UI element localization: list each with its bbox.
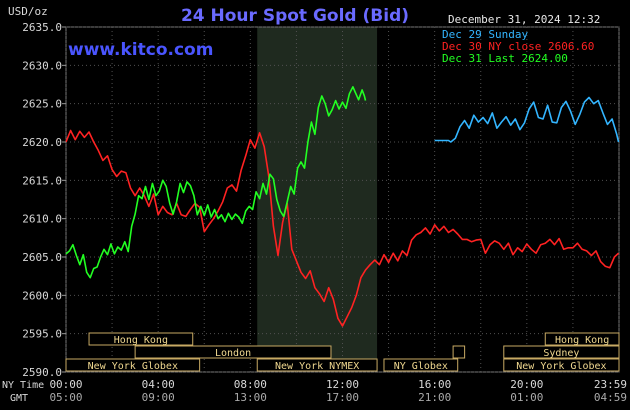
- x-tick-label-gmt: 04:59: [594, 391, 627, 404]
- x-tick-label-ny: 23:59: [594, 378, 627, 391]
- x-tick-label-gmt: 05:00: [49, 391, 82, 404]
- y-tick-label: 2600.0: [22, 289, 62, 302]
- series-layer: [65, 86, 620, 327]
- y-tick-label: 2615.0: [22, 174, 62, 187]
- session-bar: [452, 345, 466, 359]
- series-line-0: [434, 96, 620, 143]
- session-label: Hong Kong: [555, 335, 609, 346]
- legend-entry-dec30: Dec 30 NY close 2606.60: [442, 40, 594, 53]
- unit-label: USD/oz: [8, 5, 48, 18]
- session-label: New York Globex: [516, 361, 606, 372]
- y-tick-label: 2590.0: [22, 366, 62, 379]
- highlight-band-layer: [257, 27, 378, 372]
- x-tick-label-ny: 00:00: [49, 378, 82, 391]
- session-label: London: [215, 348, 251, 359]
- session-bar-box: [383, 358, 459, 372]
- y-tick-label: 2635.0: [22, 21, 62, 34]
- session-bar-box: [256, 358, 378, 372]
- session-bar: Hong Kong: [88, 332, 194, 346]
- y-tick-label: 2630.0: [22, 59, 62, 72]
- y-tick-label: 2605.0: [22, 251, 62, 264]
- session-bar: NY Globex: [383, 358, 459, 372]
- session-bar-box: [65, 358, 201, 372]
- session-bar: London: [134, 345, 332, 359]
- series-line-1: [65, 129, 620, 327]
- session-label: NY Globex: [394, 361, 448, 372]
- axis-layer: 2635.0 2630.0 2625.0 2620.0 2615.0 2610.0 2605…: [22, 21, 627, 404]
- ny-time-label: NY Time: [2, 380, 44, 391]
- session-bar-box: [452, 345, 466, 359]
- y-tick-label: 2625.0: [22, 98, 62, 111]
- session-bar: Hong Kong: [544, 332, 620, 346]
- x-tick-label-gmt: 09:00: [142, 391, 175, 404]
- x-tick-label-ny: 16:00: [418, 378, 451, 391]
- x-tick-label-ny: 20:00: [510, 378, 543, 391]
- session-bar-box: [134, 345, 332, 359]
- series-line-2: [65, 86, 367, 279]
- nymex-session-band: [257, 27, 378, 372]
- session-bar: New York NYMEX: [256, 358, 378, 372]
- watermark-text: www.kitco.com: [68, 40, 213, 60]
- session-label: New York NYMEX: [275, 361, 359, 372]
- chart-title: 24 Hour Spot Gold (Bid): [181, 6, 409, 26]
- session-bar-box: [544, 332, 620, 346]
- legend-entry-dec31: Dec 31 Last 2624.00: [442, 52, 568, 65]
- y-tick-label: 2620.0: [22, 136, 62, 149]
- session-bar: New York Globex: [503, 358, 620, 372]
- x-tick-label-gmt: 17:00: [326, 391, 359, 404]
- legend-entry-dec29: Dec 29 Sunday: [442, 28, 528, 41]
- session-bar-box: [88, 332, 194, 346]
- x-tick-label-ny: 12:00: [326, 378, 359, 391]
- session-label: Hong Kong: [114, 335, 168, 346]
- session-label: New York Globex: [88, 361, 178, 372]
- x-tick-label-ny: 08:00: [234, 378, 267, 391]
- timestamp: December 31, 2024 12:32: [448, 13, 600, 26]
- session-label: Sydney: [543, 348, 579, 359]
- session-bars: Hong Kong Hong Kong London Sydney New York G…: [65, 332, 620, 372]
- x-tick-label-gmt: 21:00: [418, 391, 451, 404]
- x-tick-label-gmt: 13:00: [234, 391, 267, 404]
- y-tick-label: 2595.0: [22, 328, 62, 341]
- legend: Dec 29 Sunday Dec 30 NY close 2606.60 De…: [442, 28, 594, 65]
- x-tick-label-ny: 04:00: [142, 378, 175, 391]
- session-bar-box: [503, 345, 620, 359]
- gmt-label: GMT: [10, 393, 28, 404]
- x-tick-label-gmt: 01:00: [510, 391, 543, 404]
- session-bar: New York Globex: [65, 358, 201, 372]
- y-tick-label: 2610.0: [22, 213, 62, 226]
- session-bar-box: [503, 358, 620, 372]
- session-bar: Sydney: [503, 345, 620, 359]
